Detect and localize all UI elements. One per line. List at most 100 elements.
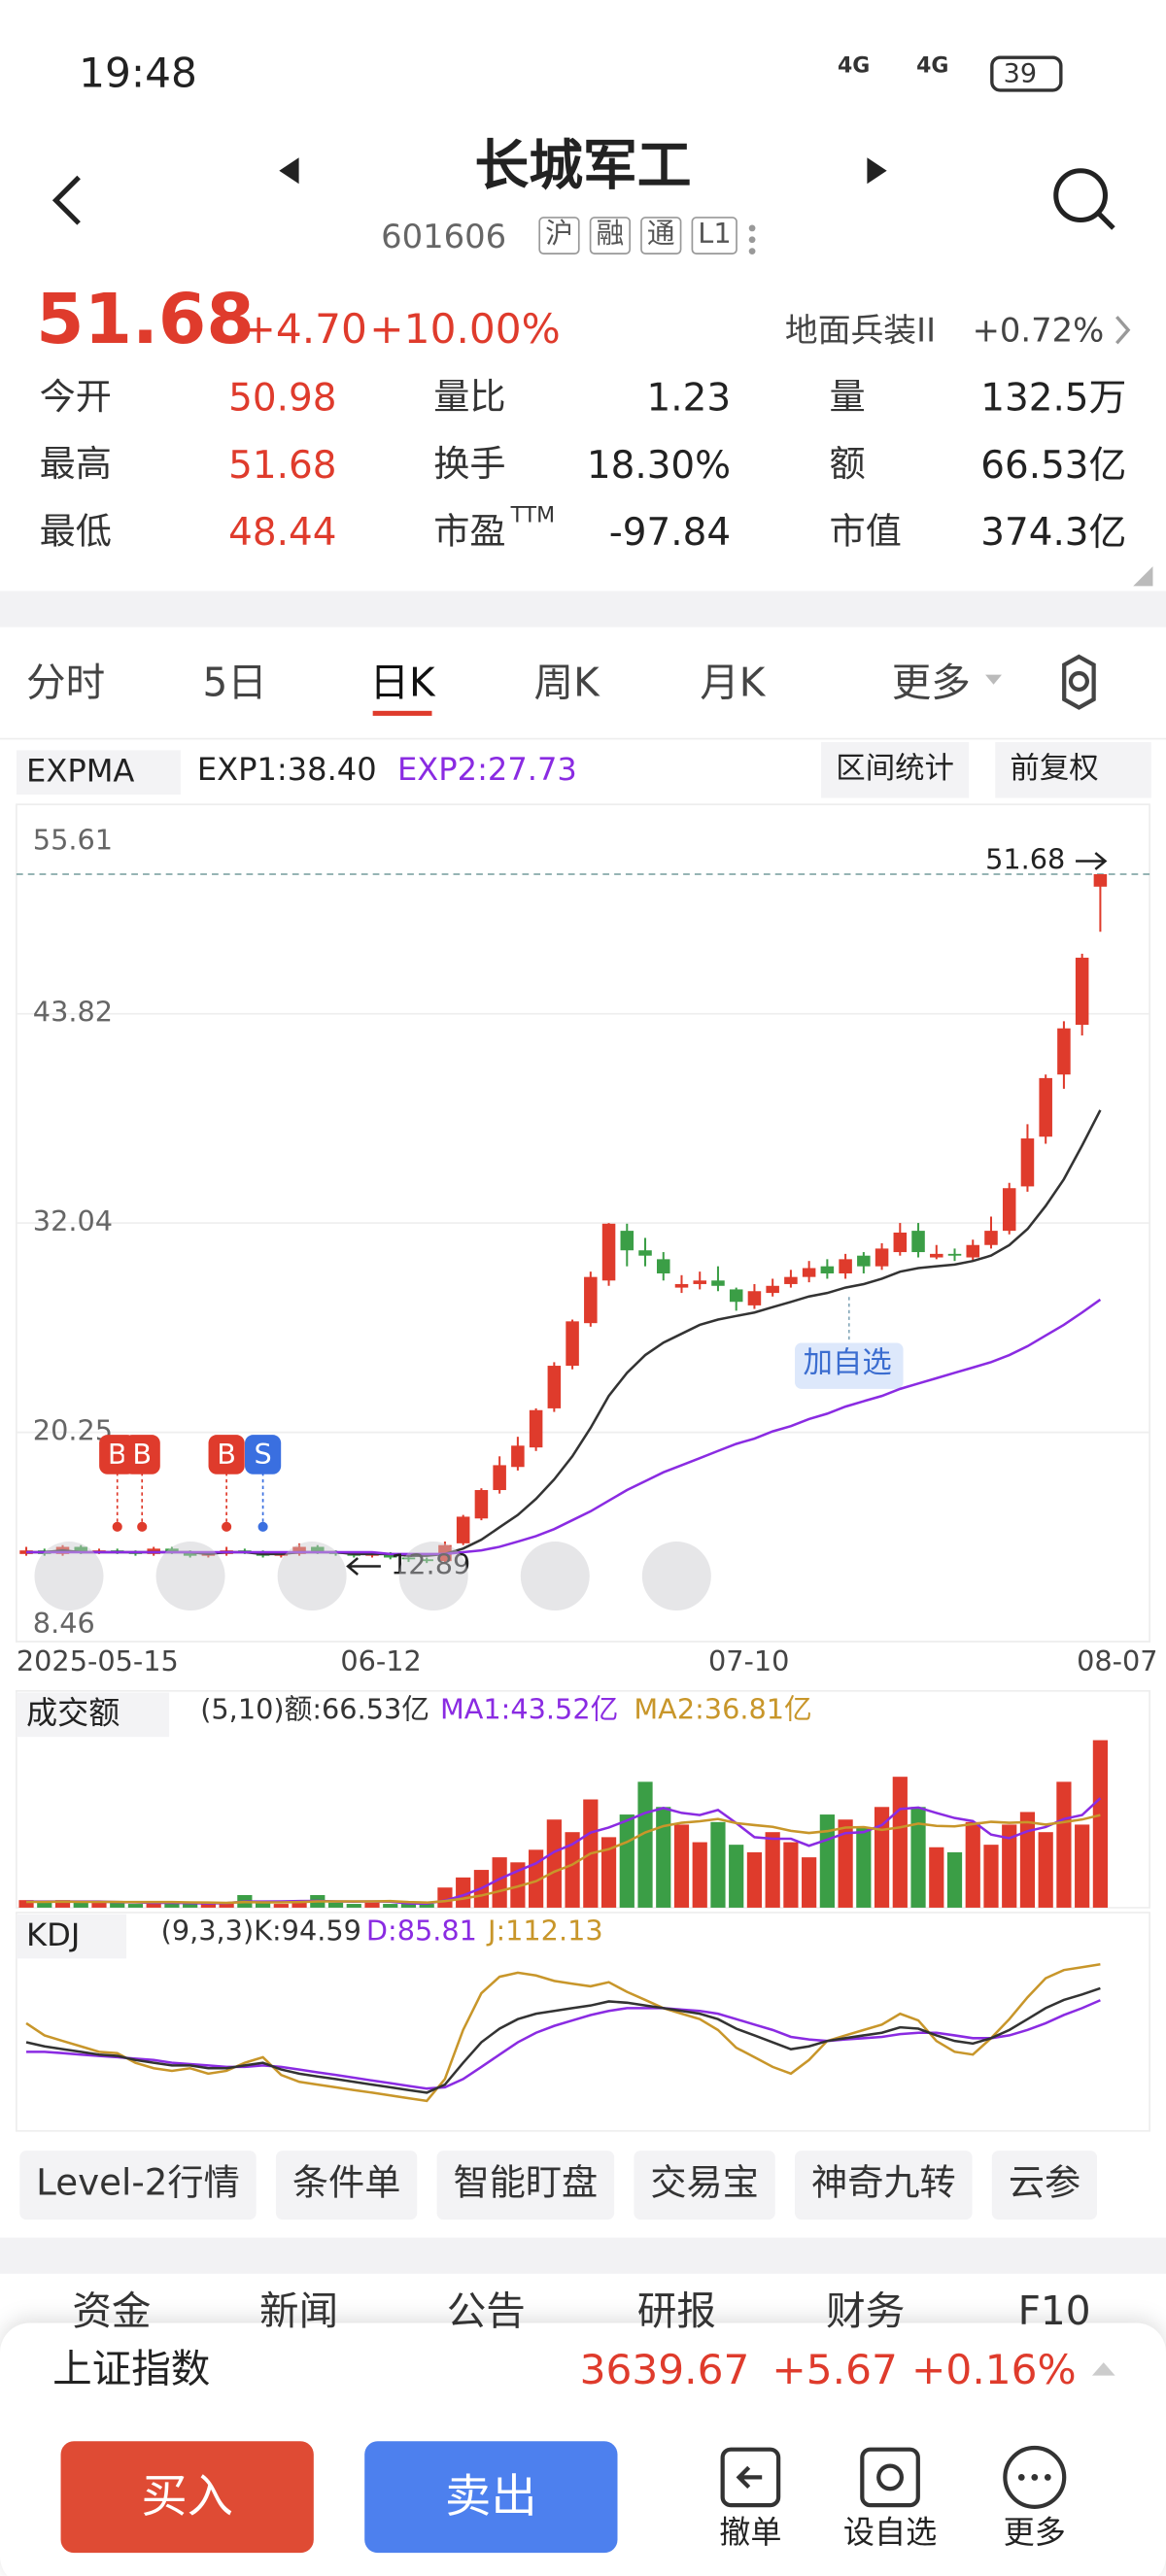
volume-bar xyxy=(327,1902,344,1908)
search-icon[interactable] xyxy=(1053,168,1109,223)
volume-bar xyxy=(400,1904,417,1908)
sector[interactable]: 地面兵装II xyxy=(784,310,937,351)
volume-bar xyxy=(183,1904,198,1908)
action-label[interactable]: 撤单 xyxy=(719,2515,782,2552)
buy-label[interactable]: 买入 xyxy=(141,2468,234,2524)
marker-label: S xyxy=(254,1438,271,1471)
watch-icon[interactable] xyxy=(860,2447,920,2508)
period-tab[interactable]: 5日 xyxy=(202,660,267,706)
volume-summary: (5,10)额:66.53亿 xyxy=(200,1694,429,1728)
active-tab-underline xyxy=(372,710,432,716)
indicator-select[interactable]: KDJ xyxy=(16,1914,126,1959)
cancel-icon[interactable] xyxy=(720,2447,781,2508)
divider xyxy=(0,591,1166,627)
d-label: D:85.81 xyxy=(365,1915,477,1949)
section-tab[interactable]: 新闻 xyxy=(259,2288,339,2335)
volume-bar xyxy=(273,1904,289,1908)
stat-label: 今开 xyxy=(39,377,112,419)
chart-control[interactable] xyxy=(520,1542,590,1611)
action-label[interactable]: 设自选 xyxy=(842,2515,938,2552)
chart-control[interactable] xyxy=(398,1542,468,1611)
prev-icon[interactable] xyxy=(279,157,299,185)
volume-bar xyxy=(946,1851,963,1908)
exp2-label: EXP2:27.73 xyxy=(397,752,577,789)
candle-body xyxy=(1075,957,1089,1026)
chart-control[interactable] xyxy=(277,1542,347,1611)
candle-body xyxy=(911,1231,925,1253)
sell-label[interactable]: 卖出 xyxy=(445,2468,537,2524)
stat-value: 132.5万 xyxy=(980,377,1127,421)
indicator-select[interactable]: EXPMA xyxy=(16,750,181,796)
clock: 19:48 xyxy=(79,49,197,97)
volume-ma2-line xyxy=(26,1813,1101,1905)
index-value: 3639.67 xyxy=(579,2346,750,2394)
exp1-label: EXP1:38.40 xyxy=(196,752,377,789)
tool-button[interactable]: Level-2行情 xyxy=(19,2151,257,2220)
volume-bar xyxy=(546,1819,562,1908)
section-tab[interactable]: 研报 xyxy=(636,2288,716,2335)
tooltip-box xyxy=(795,1342,904,1389)
x-tick-label: 06-12 xyxy=(340,1644,421,1678)
sell-button[interactable] xyxy=(364,2441,618,2554)
buy-button[interactable] xyxy=(60,2441,314,2554)
volume-bar xyxy=(73,1902,88,1908)
adjust-button[interactable]: 前复权 xyxy=(995,741,1151,798)
corner-mark xyxy=(1133,566,1153,587)
market-tag: 通 xyxy=(640,217,682,254)
period-tab[interactable]: 月K xyxy=(700,660,766,706)
chevron xyxy=(1115,316,1131,345)
sector-change: +0.72% xyxy=(972,310,1105,351)
more-icon[interactable] xyxy=(1003,2445,1067,2509)
candle-body xyxy=(292,1546,306,1554)
volume-bar xyxy=(746,1851,763,1908)
candle-body xyxy=(1002,1188,1016,1232)
section-tab[interactable]: 资金 xyxy=(72,2288,152,2335)
action-label[interactable]: 更多 xyxy=(1003,2515,1066,2552)
candle-body xyxy=(547,1366,562,1408)
tool-button[interactable]: 神奇九转 xyxy=(795,2151,973,2220)
expand-icon[interactable] xyxy=(1091,2362,1115,2376)
period-tab[interactable]: 日K xyxy=(369,660,435,706)
candle-body xyxy=(511,1445,525,1468)
back-icon[interactable] xyxy=(51,175,81,225)
period-tab[interactable]: 更多 xyxy=(891,660,971,706)
volume-bar xyxy=(838,1819,853,1908)
market-tag: 沪 xyxy=(538,217,580,254)
indicator-select[interactable]: 成交额 xyxy=(16,1692,170,1738)
period-tab[interactable]: 周K xyxy=(533,660,600,706)
tool-button[interactable]: 条件单 xyxy=(275,2151,418,2220)
tool-button[interactable]: 智能盯盘 xyxy=(436,2151,615,2220)
marker-label: B xyxy=(217,1438,236,1471)
more-icon xyxy=(1017,2474,1025,2481)
chart-control[interactable] xyxy=(155,1542,225,1611)
volume-bar xyxy=(255,1902,271,1908)
tool-button[interactable]: 云参 xyxy=(991,2151,1098,2220)
candle-body xyxy=(747,1291,762,1305)
tool-button[interactable]: 交易宝 xyxy=(634,2151,775,2220)
market-tag: 融 xyxy=(589,217,632,254)
period-tab[interactable]: 分时 xyxy=(26,660,106,706)
section-tab[interactable]: 财务 xyxy=(826,2288,906,2335)
x-tick-label: 2025-05-15 xyxy=(17,1644,179,1678)
candle-body xyxy=(784,1276,798,1284)
stat-label: 市盈 xyxy=(433,512,506,554)
section-tab[interactable]: 公告 xyxy=(446,2288,526,2335)
range-stats-button[interactable]: 区间统计 xyxy=(821,741,970,798)
volume-bar xyxy=(565,1832,580,1908)
chart-control[interactable] xyxy=(34,1542,104,1611)
candle-body xyxy=(620,1231,634,1251)
next-icon[interactable] xyxy=(867,157,887,185)
index-name: 上证指数 xyxy=(52,2346,211,2392)
chart-control[interactable] xyxy=(641,1542,711,1611)
volume-bar xyxy=(1092,1740,1109,1908)
stat-label: 市值 xyxy=(829,512,902,554)
settings-icon[interactable] xyxy=(1062,654,1096,710)
volume-bar xyxy=(146,1902,161,1908)
section-tab[interactable]: F10 xyxy=(1017,2288,1091,2335)
tooltip-label: 加自选 xyxy=(803,1345,892,1381)
stat-value: 66.53亿 xyxy=(980,445,1127,488)
candle-body xyxy=(383,1553,397,1558)
stat-value: 50.98 xyxy=(228,377,337,421)
ma1-label: MA1:43.52亿 xyxy=(439,1694,619,1728)
